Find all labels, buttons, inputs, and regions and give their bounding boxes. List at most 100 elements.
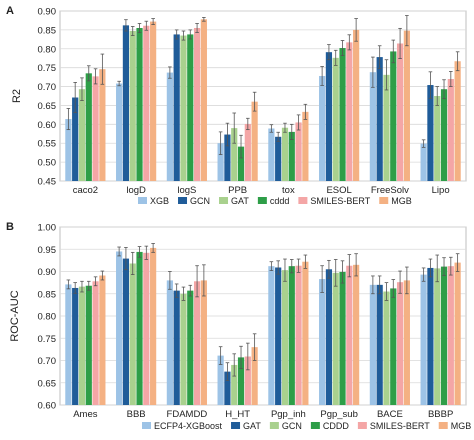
legend-swatch <box>231 422 241 429</box>
bar <box>454 262 461 405</box>
bar <box>150 21 157 182</box>
bar <box>447 266 454 405</box>
bar <box>180 35 187 181</box>
bar <box>180 293 187 405</box>
bar <box>129 263 136 405</box>
y-axis-title: ROC-AUC <box>9 290 21 341</box>
bar <box>92 281 99 405</box>
bar <box>302 261 309 405</box>
x-tick-label: caco2 <box>73 185 98 196</box>
x-tick-label: PPB <box>228 185 247 196</box>
legend-label: CDDD <box>323 421 349 431</box>
x-tick-label: Ames <box>73 409 98 420</box>
x-tick-label: Lipo <box>432 185 450 196</box>
legend-swatch <box>219 197 229 204</box>
bar <box>390 51 397 181</box>
bar <box>346 42 353 181</box>
bar <box>143 25 150 181</box>
bar <box>302 111 309 181</box>
bar <box>244 123 251 181</box>
legend-swatch <box>257 197 267 204</box>
y-tick-label: 0.75 <box>38 334 57 345</box>
bar <box>72 287 79 405</box>
bar <box>244 356 251 405</box>
bar <box>224 371 231 405</box>
bar <box>376 284 383 405</box>
x-tick-label: H_HT <box>225 409 250 420</box>
bar <box>200 19 207 181</box>
bar <box>420 274 427 405</box>
bar <box>231 364 238 405</box>
bar <box>251 347 258 405</box>
x-tick-label: BACE <box>377 409 403 420</box>
bar <box>129 31 136 182</box>
x-tick-label: BBBP <box>428 409 453 420</box>
y-tick-label: 0.80 <box>38 312 57 323</box>
legend-swatch <box>310 422 320 429</box>
bar <box>143 252 150 405</box>
bar <box>339 48 346 182</box>
legend-swatch <box>438 422 448 429</box>
legend-label: MGB <box>391 196 412 206</box>
bar <box>332 272 339 405</box>
bar <box>281 270 289 405</box>
bar <box>166 72 173 181</box>
bar <box>116 251 123 405</box>
bar <box>325 52 333 181</box>
y-tick-label: 0.55 <box>38 139 57 150</box>
bar <box>353 264 360 405</box>
bar <box>295 265 302 405</box>
bar <box>166 280 173 405</box>
bar <box>434 268 441 405</box>
y-tick-label: 0.90 <box>38 7 57 18</box>
bar <box>193 281 201 405</box>
bar <box>173 34 180 181</box>
legend-swatch <box>269 422 279 429</box>
bar <box>187 290 194 405</box>
y-tick-label: 0.50 <box>38 158 57 169</box>
bar <box>339 271 346 405</box>
bar <box>150 247 157 405</box>
y-tick-label: 0.70 <box>38 82 57 93</box>
bar <box>454 61 461 181</box>
bar <box>251 101 258 181</box>
bar <box>116 83 123 181</box>
bar <box>268 128 275 181</box>
legend-label: GCN <box>282 421 302 431</box>
legend-swatch <box>357 422 367 429</box>
bar <box>319 75 326 181</box>
y-tick-label: 0.70 <box>38 356 57 367</box>
x-tick-label: Pgp_inh <box>271 409 306 420</box>
bar <box>332 57 339 181</box>
y-tick-label: 0.45 <box>38 177 57 188</box>
legend-swatch <box>178 197 188 204</box>
bar <box>427 85 434 181</box>
bar <box>369 284 376 405</box>
bar <box>78 286 86 405</box>
legend-label: SMILES-BERT <box>370 421 430 431</box>
bar <box>427 267 434 405</box>
legend-label: GAT <box>243 421 261 431</box>
bar <box>353 29 360 182</box>
x-tick-label: FDAMDD <box>167 409 208 420</box>
bar <box>383 291 390 405</box>
bar <box>396 43 404 181</box>
bar <box>122 25 130 181</box>
y-tick-label: 0.85 <box>38 25 57 36</box>
bar <box>420 143 427 181</box>
y-tick-label: 0.75 <box>38 63 57 74</box>
bar <box>346 265 353 405</box>
y-tick-label: 0.85 <box>38 289 57 300</box>
bar <box>403 280 410 405</box>
x-tick-label: logS <box>177 185 196 196</box>
bar <box>99 69 106 181</box>
x-tick-label: FreeSolv <box>371 185 409 196</box>
chart-panel-a: A 0.45 0.50 0.55 0.60 0.65 0.70 0.75 0.80 0.85 0.9… <box>6 5 467 206</box>
bar <box>383 74 390 181</box>
bar <box>224 134 231 181</box>
bar <box>268 266 275 405</box>
y-tick-label: 0.95 <box>38 245 57 256</box>
legend-label: SMILES-BERT <box>310 196 370 206</box>
bar <box>85 285 92 405</box>
